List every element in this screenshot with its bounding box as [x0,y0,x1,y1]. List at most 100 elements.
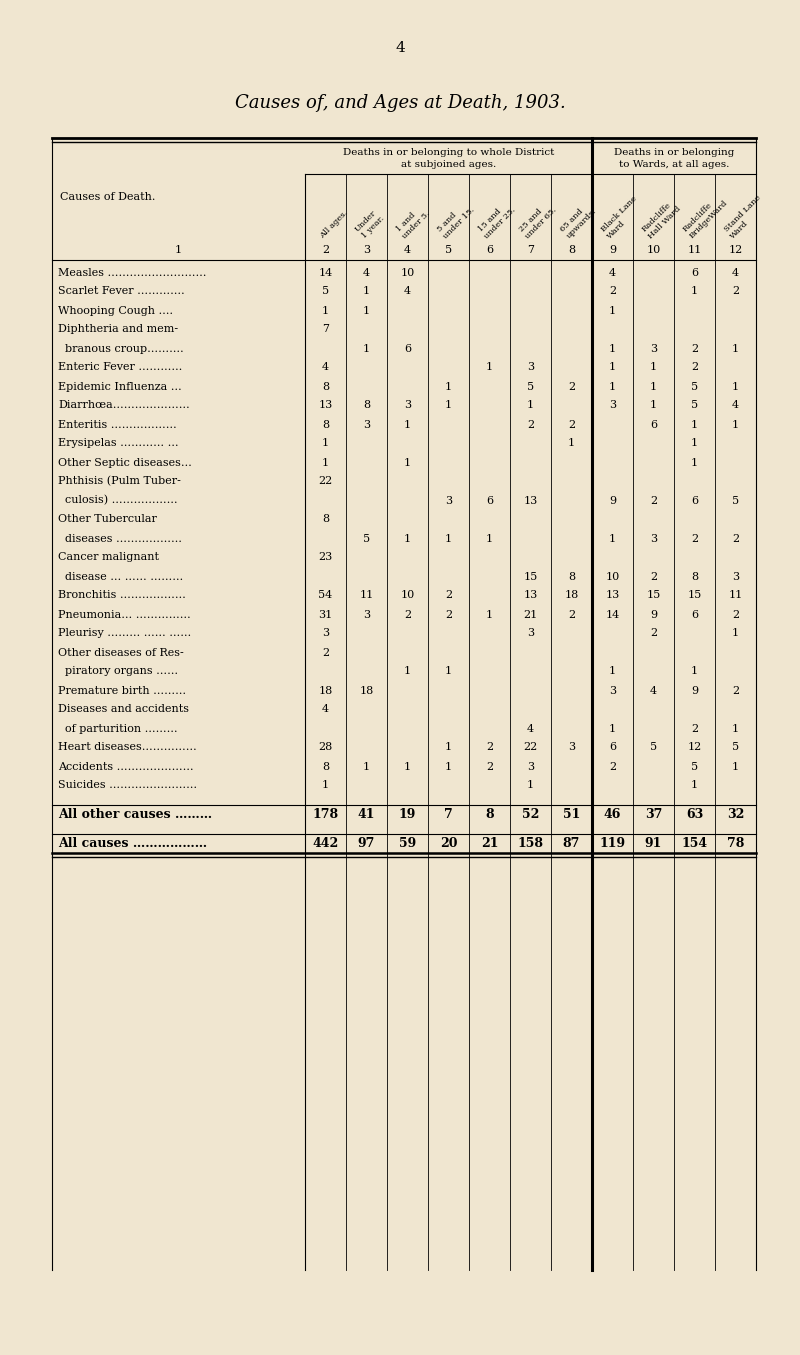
Text: 119: 119 [599,837,626,850]
Text: 5: 5 [363,534,370,543]
Text: 1: 1 [363,286,370,297]
Text: Suicides ……………………: Suicides …………………… [58,780,197,790]
Text: 1 and
under 5.: 1 and under 5. [394,203,432,240]
Text: 8: 8 [322,382,329,392]
Text: 2: 2 [568,382,575,392]
Text: 52: 52 [522,808,539,821]
Text: 2: 2 [691,363,698,373]
Text: 4: 4 [609,267,616,278]
Text: 1: 1 [609,667,616,676]
Text: 3: 3 [650,534,657,543]
Text: 15: 15 [523,572,538,581]
Text: Diphtheria and mem-: Diphtheria and mem- [58,324,178,335]
Text: 12: 12 [728,245,742,255]
Text: 3: 3 [363,420,370,430]
Text: 3: 3 [650,344,657,354]
Text: culosis) ………………: culosis) ……………… [58,496,178,505]
Text: 8: 8 [363,401,370,411]
Text: 1: 1 [486,534,493,543]
Text: 8: 8 [322,420,329,430]
Text: Enteritis ………………: Enteritis ……………… [58,420,177,430]
Text: 3: 3 [609,401,616,411]
Text: 4: 4 [322,363,329,373]
Text: 19: 19 [399,808,416,821]
Text: 6: 6 [486,245,493,255]
Text: 3: 3 [732,572,739,581]
Text: 5: 5 [445,245,452,255]
Text: 1: 1 [322,439,329,449]
Text: 2: 2 [568,420,575,430]
Text: 1: 1 [650,363,657,373]
Text: Radcliffe
BridgeWard: Radcliffe BridgeWard [682,192,730,240]
Text: 3: 3 [445,496,452,505]
Text: 2: 2 [650,572,657,581]
Text: 15: 15 [687,591,702,600]
Text: 2: 2 [732,286,739,297]
Text: Deaths in or belonging to whole District: Deaths in or belonging to whole District [343,148,554,157]
Text: 18: 18 [564,591,578,600]
Text: 9: 9 [609,496,616,505]
Text: 18: 18 [359,686,374,695]
Text: 178: 178 [313,808,338,821]
Text: Diarrhœa…………………: Diarrhœa………………… [58,401,190,411]
Text: 1: 1 [732,724,739,733]
Text: 2: 2 [322,245,329,255]
Text: 4: 4 [732,267,739,278]
Text: 15: 15 [646,591,661,600]
Text: 442: 442 [312,837,338,850]
Text: Scarlet Fever ………….: Scarlet Fever …………. [58,286,185,297]
Text: 1: 1 [445,743,452,752]
Text: 5: 5 [322,286,329,297]
Text: 2: 2 [404,610,411,619]
Text: 14: 14 [318,267,333,278]
Text: 22: 22 [523,743,538,752]
Text: 31: 31 [318,610,333,619]
Text: 2: 2 [609,762,616,771]
Text: 3: 3 [609,686,616,695]
Text: 1: 1 [486,363,493,373]
Text: 10: 10 [400,591,414,600]
Text: 2: 2 [486,762,493,771]
Text: to Wards, at all ages.: to Wards, at all ages. [619,160,729,169]
Text: All ages.: All ages. [319,209,350,240]
Text: 3: 3 [527,762,534,771]
Text: 65 and
upwards.: 65 and upwards. [558,201,598,240]
Text: 2: 2 [691,344,698,354]
Text: Bronchitis ………………: Bronchitis ……………… [58,591,186,600]
Text: 1: 1 [445,762,452,771]
Text: 1: 1 [691,439,698,449]
Text: 21: 21 [481,837,498,850]
Text: Pneumonia… ……………: Pneumonia… …………… [58,610,190,619]
Text: Causes of Death.: Causes of Death. [60,192,155,202]
Text: 12: 12 [687,743,702,752]
Text: 13: 13 [523,496,538,505]
Text: 59: 59 [399,837,416,850]
Text: 1: 1 [609,305,616,316]
Text: 13: 13 [523,591,538,600]
Text: 1: 1 [486,610,493,619]
Text: 2: 2 [732,686,739,695]
Text: Stand Lane
Ward: Stand Lane Ward [722,194,769,240]
Text: 1: 1 [322,780,329,790]
Text: 8: 8 [322,515,329,524]
Text: 2: 2 [609,286,616,297]
Text: 1: 1 [445,382,452,392]
Text: 2: 2 [650,496,657,505]
Text: 6: 6 [691,610,698,619]
Text: 46: 46 [604,808,621,821]
Text: 5: 5 [691,401,698,411]
Text: 4: 4 [650,686,657,695]
Text: 6: 6 [691,496,698,505]
Text: 1: 1 [404,667,411,676]
Text: 2: 2 [732,534,739,543]
Text: 1: 1 [404,420,411,430]
Text: 10: 10 [400,267,414,278]
Text: 2: 2 [445,610,452,619]
Text: 7: 7 [444,808,453,821]
Text: 1: 1 [732,629,739,638]
Text: 23: 23 [318,553,333,562]
Text: Causes of, and Ages at Death, 1903.: Causes of, and Ages at Death, 1903. [234,93,566,112]
Text: 1: 1 [527,401,534,411]
Text: 5: 5 [732,743,739,752]
Text: at subjoined ages.: at subjoined ages. [401,160,496,169]
